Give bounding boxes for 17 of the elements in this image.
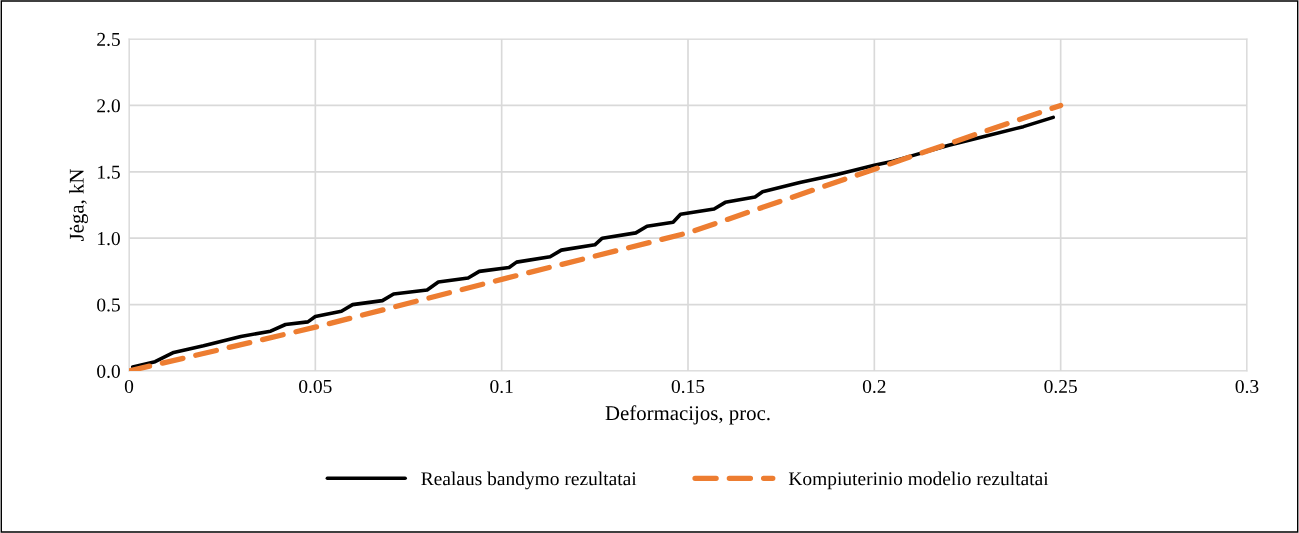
legend-label: Kompiuterinio modelio rezultatai (788, 471, 1049, 490)
y-tick-label: 2.0 (97, 99, 120, 113)
y-axis-title: Jėga, kN (69, 169, 89, 242)
x-tick-label: 0.3 (1235, 379, 1259, 394)
y-tick-label: 2.5 (97, 32, 120, 47)
x-tick-label: 0.25 (1044, 379, 1077, 394)
x-tick-label: 0.1 (490, 379, 513, 394)
x-tick-label: 0.05 (299, 379, 332, 394)
x-tick-label: 0.15 (671, 379, 705, 394)
y-tick-label: 1.0 (98, 232, 120, 246)
y-tick-label: 1.5 (98, 165, 120, 179)
x-axis-title: Deformacijos, proc. (605, 405, 770, 425)
y-tick-label: 0.0 (97, 364, 120, 379)
legend-label: Realaus bandymo rezultatai (421, 471, 637, 490)
x-tick-label: 0.2 (862, 379, 886, 394)
x-tick-label: 0 (124, 379, 134, 394)
y-tick-label: 0.5 (97, 298, 120, 312)
